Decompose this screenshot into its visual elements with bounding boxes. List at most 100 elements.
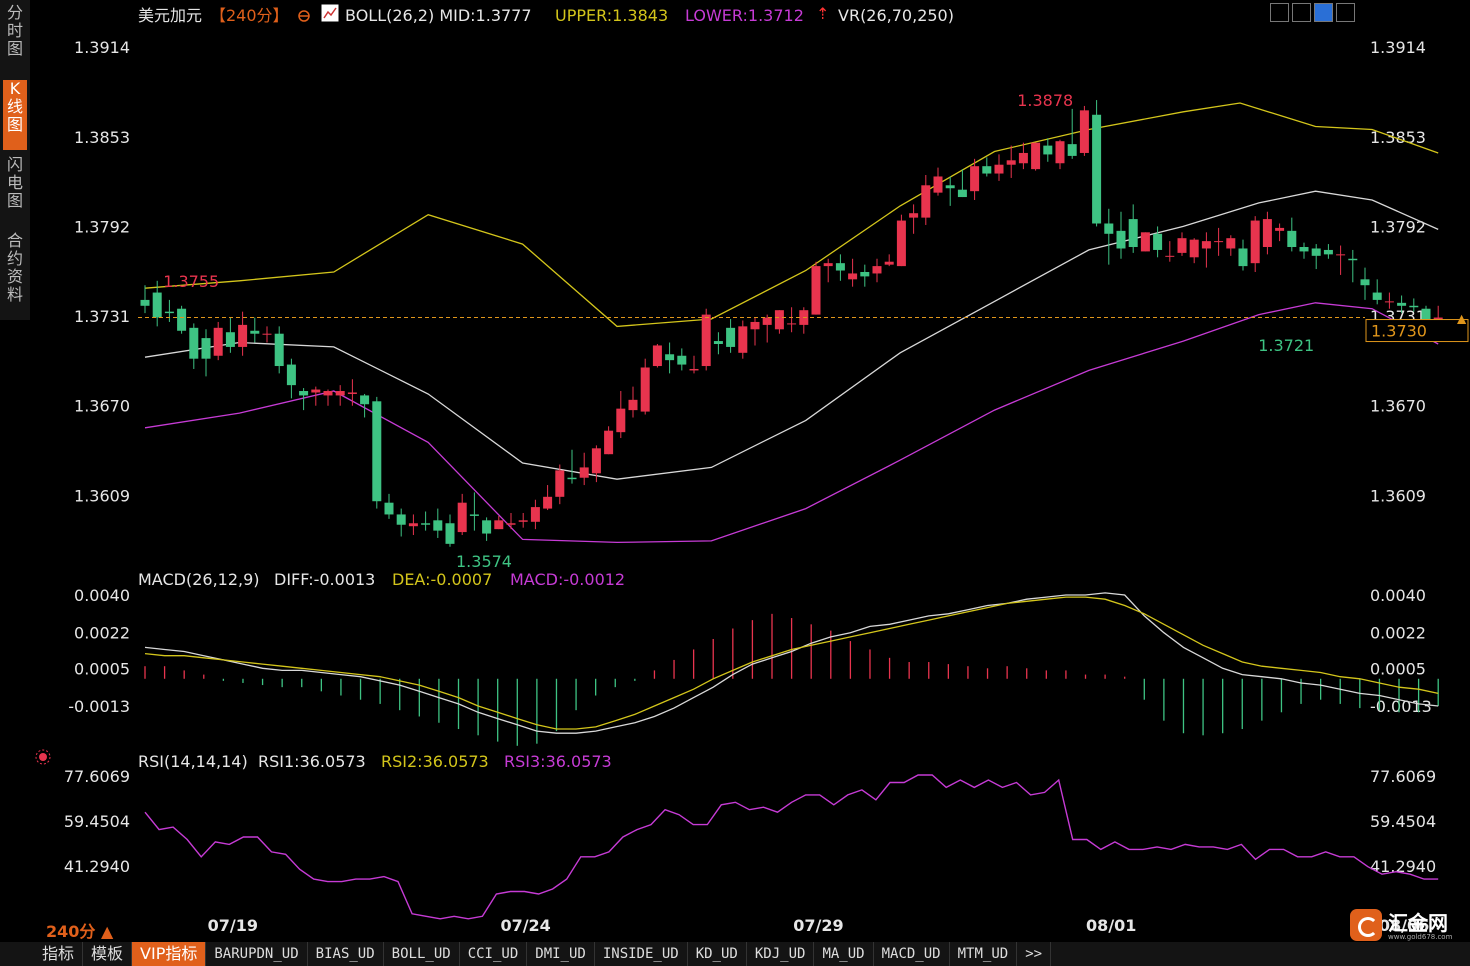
price-panel: 1.3914 1.3914 1.3853 1.3853 1.3792 1.3792 1.37… bbox=[74, 38, 1469, 571]
rsi-title: RSI(14,14,14) bbox=[138, 752, 248, 771]
symbol-name: 美元加元 bbox=[138, 6, 202, 25]
candle-body bbox=[909, 213, 919, 218]
tab-inside[interactable]: INSIDE_UD bbox=[595, 942, 688, 966]
rsi-y-tick-right: 59.4504 bbox=[1370, 812, 1436, 831]
tab-kline-chart[interactable]: K线图 bbox=[3, 80, 27, 150]
rsi-y-tick-right: 77.6069 bbox=[1370, 767, 1436, 786]
tab-indicators[interactable]: 指标 bbox=[0, 942, 84, 966]
price-annotation: 1.3721 bbox=[1258, 336, 1314, 355]
candle-body bbox=[665, 354, 675, 361]
brand-logo: 汇金网 www.gold678.com bbox=[1350, 907, 1460, 941]
candle-body bbox=[384, 502, 394, 515]
candle-body bbox=[1397, 302, 1407, 306]
candle-body bbox=[469, 514, 479, 516]
rsi-y-tick-left: 77.6069 bbox=[64, 767, 130, 786]
candle-body bbox=[933, 176, 943, 193]
candle-body bbox=[762, 317, 772, 325]
candle-body bbox=[1238, 248, 1248, 267]
candle-body bbox=[1128, 219, 1138, 248]
tab-contract-info[interactable]: 合约资料 bbox=[6, 231, 23, 304]
candle-body bbox=[262, 333, 272, 335]
candle-body bbox=[274, 333, 284, 367]
tab-time-chart[interactable]: 分时图 bbox=[6, 3, 23, 58]
tab-ma[interactable]: MA_UD bbox=[814, 942, 874, 966]
candle-body bbox=[518, 520, 528, 522]
candle-body bbox=[701, 314, 711, 367]
candle-body bbox=[970, 166, 980, 192]
candle-body bbox=[1177, 238, 1187, 253]
y-tick-label-left: 1.3670 bbox=[74, 397, 130, 416]
candle-body bbox=[372, 401, 382, 502]
tab-flash-chart[interactable]: 闪电图 bbox=[6, 155, 23, 210]
candle-body bbox=[1153, 233, 1163, 250]
candle-body bbox=[1140, 232, 1150, 252]
candle-body bbox=[896, 220, 906, 267]
candle-body bbox=[738, 326, 748, 353]
last-price-box bbox=[1365, 319, 1469, 343]
boll-lower-text: LOWER:1.3712 bbox=[685, 6, 804, 25]
candle-body bbox=[543, 496, 553, 509]
candle-body bbox=[347, 392, 357, 394]
play-icon[interactable] bbox=[1314, 3, 1333, 22]
x-tick-label: 08/06 bbox=[1379, 916, 1429, 935]
tab-mtm[interactable]: MTM_UD bbox=[950, 942, 1018, 966]
tab-boll[interactable]: BOLL_UD bbox=[384, 942, 460, 966]
candle-body bbox=[238, 324, 248, 347]
x-tick-label: 07/29 bbox=[793, 916, 843, 935]
tab-barupdn[interactable]: BARUPDN_UD bbox=[206, 942, 308, 966]
tab-templates[interactable]: 模板 bbox=[83, 942, 133, 966]
candle-body bbox=[1311, 248, 1321, 256]
candle-body bbox=[1372, 292, 1382, 300]
y-tick-label-right: 1.3670 bbox=[1370, 397, 1426, 416]
candle-body bbox=[774, 310, 784, 330]
rsi2-text: RSI2:36.0573 bbox=[381, 752, 489, 771]
macd-title: MACD(26,12,9) bbox=[138, 570, 260, 589]
candle-body bbox=[848, 273, 858, 280]
candle-body bbox=[1360, 279, 1370, 286]
candle-body bbox=[1116, 230, 1126, 249]
tab-more[interactable]: >> bbox=[1017, 942, 1052, 966]
candle-body bbox=[713, 341, 723, 344]
tab-kd[interactable]: KD_UD bbox=[688, 942, 747, 966]
candle-body bbox=[1079, 110, 1089, 153]
candle-body bbox=[177, 308, 187, 331]
candle-body bbox=[1323, 249, 1333, 255]
y-tick-label-right: 1.3914 bbox=[1370, 38, 1426, 57]
macd-y-tick-right: -0.0013 bbox=[1370, 697, 1432, 716]
rsi-y-tick-left: 41.2940 bbox=[64, 857, 130, 876]
tab-vip-indicators[interactable]: VIP指标 bbox=[132, 942, 207, 966]
tab-kdj[interactable]: KDJ_UD bbox=[747, 942, 815, 966]
candle-body bbox=[457, 502, 467, 533]
settings-icon[interactable] bbox=[298, 10, 310, 22]
rsi-y-tick-left: 59.4504 bbox=[64, 812, 130, 831]
candle-body bbox=[1165, 255, 1175, 257]
x-tick-label: 07/19 bbox=[208, 916, 258, 935]
candle-body bbox=[1201, 241, 1211, 249]
tab-cci[interactable]: CCI_UD bbox=[460, 942, 528, 966]
candle-body bbox=[1275, 227, 1285, 231]
fullscreen-icon[interactable] bbox=[1336, 3, 1355, 22]
indicator-chart-icon[interactable] bbox=[321, 4, 339, 22]
macd-y-tick-left: 0.0022 bbox=[74, 624, 130, 643]
candle-body bbox=[945, 185, 955, 189]
tab-macd[interactable]: MACD_UD bbox=[874, 942, 950, 966]
x-tick-label: 08/01 bbox=[1086, 916, 1136, 935]
zoom-icon[interactable] bbox=[1270, 3, 1289, 22]
sun-icon bbox=[35, 749, 51, 765]
x-tick-label: 07/24 bbox=[500, 916, 550, 935]
tab-bias[interactable]: BIAS_UD bbox=[308, 942, 384, 966]
candle-body bbox=[640, 367, 650, 412]
chart-canvas[interactable]: 美元加元 【240分】 BOLL(26,2) MID:1.3777 UPPER:… bbox=[0, 0, 1470, 942]
candle-body bbox=[494, 520, 504, 530]
chart-toolbar bbox=[1270, 3, 1355, 22]
tab-dmi[interactable]: DMI_UD bbox=[527, 942, 595, 966]
candle-body bbox=[201, 338, 211, 359]
y-tick-label-left: 1.3731 bbox=[74, 307, 130, 326]
candle-body bbox=[604, 430, 614, 455]
candle-body bbox=[1226, 238, 1236, 249]
macd-value-text: MACD:-0.0012 bbox=[510, 570, 625, 589]
layout-icon[interactable] bbox=[1292, 3, 1311, 22]
rsi-panel: RSI(14,14,14) RSI1:36.0573 RSI2:36.0573 … bbox=[35, 749, 1439, 920]
candle-body bbox=[396, 514, 406, 525]
period-label[interactable]: 240分 ▲ bbox=[46, 922, 114, 941]
